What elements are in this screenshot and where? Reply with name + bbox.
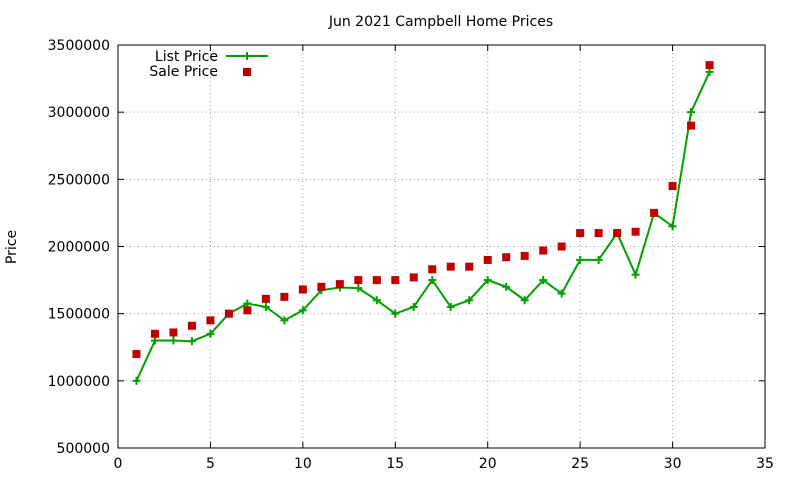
list-price-point <box>354 284 363 293</box>
sale-price-point <box>557 242 566 251</box>
list-price-line <box>135 71 711 382</box>
sale-price-point <box>687 121 696 130</box>
list-price-point <box>705 67 714 76</box>
y-tick-label: 2000000 <box>48 240 110 256</box>
sale-price-point <box>446 262 455 271</box>
sale-price-point <box>576 229 585 238</box>
sale-price-point <box>354 276 363 285</box>
sale-price-point <box>261 294 270 303</box>
y-tick-label: 1500000 <box>48 307 110 323</box>
list-price-point <box>150 336 159 345</box>
list-price-point <box>557 289 566 298</box>
list-price-point <box>520 296 529 305</box>
sale-price-point <box>502 253 511 262</box>
sale-price-point <box>150 329 159 338</box>
sale-price-point <box>520 251 529 260</box>
plot-frame <box>117 44 766 449</box>
legend: List Price Sale Price <box>149 49 268 80</box>
list-price-point <box>409 302 418 311</box>
sale-price-point <box>280 292 289 301</box>
x-tick-label: 15 <box>386 456 404 472</box>
list-price-point <box>483 276 492 285</box>
y-tick-label: 2500000 <box>48 172 110 188</box>
list-price-point <box>243 299 252 308</box>
sale-price-point <box>613 229 622 238</box>
sale-price-point <box>668 182 677 191</box>
sale-price-point <box>631 227 640 236</box>
x-tick-label: 25 <box>571 456 589 472</box>
list-price-point <box>502 282 511 291</box>
list-price-point <box>465 296 474 305</box>
x-tick-label: 35 <box>756 456 774 472</box>
x-tick-label: 10 <box>294 456 312 472</box>
list-price-point <box>446 302 455 311</box>
list-price-point <box>631 270 640 279</box>
list-price-point <box>594 255 603 264</box>
x-tick-label: 5 <box>206 456 215 472</box>
sale-price-point <box>483 255 492 264</box>
sale-price-point <box>391 276 400 285</box>
legend-marker-sale-price <box>243 68 251 76</box>
sale-price-point <box>428 265 437 274</box>
sale-price-point <box>594 229 603 238</box>
y-axis-label: Price <box>4 230 20 264</box>
sale-price-point <box>132 349 141 358</box>
sale-price-point <box>298 285 307 294</box>
list-price-point <box>169 336 178 345</box>
list-price-point <box>687 108 696 117</box>
y-tick-label: 1000000 <box>48 374 110 390</box>
y-tick-label: 3000000 <box>48 105 110 121</box>
grid <box>118 45 765 448</box>
series-layer <box>132 61 714 385</box>
sale-price-point <box>705 61 714 70</box>
list-price-point <box>428 276 437 285</box>
sale-price-point <box>169 328 178 337</box>
sale-price-point <box>650 208 659 217</box>
axis-ticks: 0 5 10 15 20 25 30 35 500000 1000000 1500000 200000… <box>48 38 774 472</box>
list-price-point <box>261 302 270 311</box>
list-price-point <box>391 309 400 318</box>
x-tick-label: 20 <box>479 456 497 472</box>
sale-price-point <box>539 246 548 255</box>
legend-label-sale-price: Sale Price <box>149 64 218 80</box>
sale-price-point <box>372 276 381 285</box>
sale-price-point <box>224 309 233 318</box>
list-price-point <box>298 306 307 315</box>
sale-price-point <box>335 280 344 289</box>
legend-marker-list-price <box>243 52 251 60</box>
list-price-point <box>668 222 677 231</box>
chart-title: Jun 2021 Campbell Home Prices <box>328 14 553 30</box>
list-price-point <box>280 316 289 325</box>
sale-price-point <box>187 321 196 330</box>
sale-price-point <box>465 262 474 271</box>
list-price-point <box>132 376 141 385</box>
y-tick-label: 500000 <box>57 441 110 457</box>
x-tick-label: 0 <box>114 456 123 472</box>
list-price-point <box>576 255 585 264</box>
y-tick-label: 3500000 <box>48 38 110 54</box>
sale-price-point <box>206 316 215 325</box>
list-price-point <box>539 276 548 285</box>
list-price-point <box>372 296 381 305</box>
list-price-point <box>187 337 196 346</box>
sale-price-point <box>243 306 252 315</box>
sale-price-point <box>317 282 326 291</box>
legend-label-list-price: List Price <box>155 49 218 65</box>
list-price-point <box>206 329 215 338</box>
sale-price-point <box>409 273 418 282</box>
x-tick-label: 30 <box>664 456 682 472</box>
